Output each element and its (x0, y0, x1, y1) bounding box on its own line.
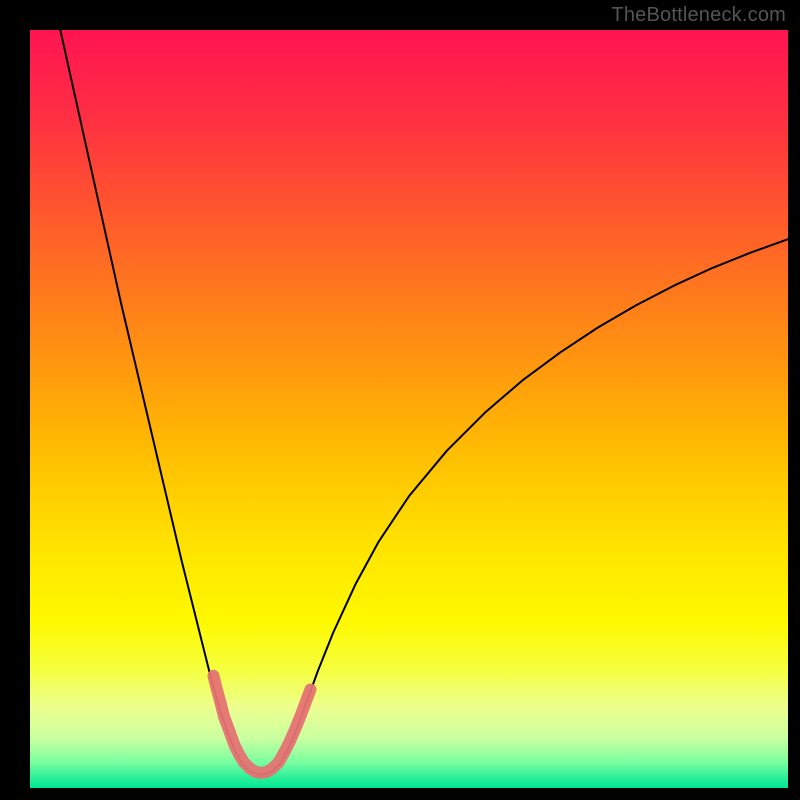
frame-border-bottom (0, 788, 800, 800)
frame-border-right (788, 0, 800, 800)
frame-border-left (0, 0, 30, 800)
chart-background (30, 30, 788, 788)
bottleneck-chart-svg (30, 30, 788, 788)
watermark-text: TheBottleneck.com (611, 4, 786, 27)
bottleneck-chart (30, 30, 788, 788)
